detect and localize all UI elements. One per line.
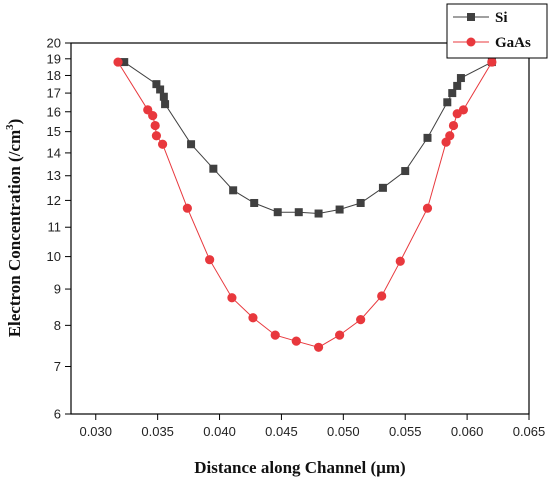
plot-frame [70, 42, 530, 415]
y-tick-label: 11 [48, 220, 62, 235]
data-point-si [423, 133, 432, 142]
x-axis-ticks: 0.030 0.035 0.040 0.045 0.050 0.055 0.060 0.065 [79, 414, 545, 439]
data-point-si [187, 140, 196, 149]
series-layer [113, 57, 497, 352]
data-point-si [156, 85, 165, 94]
y-tick-label: 16 [47, 104, 61, 119]
data-point-gaas [395, 256, 405, 266]
data-point-gaas [291, 336, 301, 346]
data-point-gaas [487, 57, 497, 67]
x-tick-label: 0.030 [79, 424, 112, 439]
data-point-si [209, 164, 218, 173]
data-point-gaas [150, 120, 160, 131]
x-tick-label: 0.045 [265, 424, 298, 439]
y-axis-title-suffix: ) [5, 119, 24, 125]
legend-box [446, 3, 548, 59]
y-tick-label: 12 [47, 193, 61, 208]
data-point-si [448, 89, 457, 98]
y-tick-label: 18 [47, 68, 61, 83]
x-tick-label: 0.040 [203, 424, 236, 439]
y-axis-title-superscript: 3 [4, 124, 16, 130]
data-point-gaas [113, 57, 123, 67]
y-axis-title-main: Electron Concentration (/cm [5, 130, 24, 337]
y-tick-label: 14 [47, 145, 61, 160]
data-point-si [159, 92, 168, 101]
data-point-gaas [458, 105, 468, 115]
series-line-gaas [117, 61, 493, 348]
data-point-si [294, 208, 303, 217]
x-tick-label: 0.035 [141, 424, 174, 439]
data-point-gaas [151, 131, 162, 141]
data-point-si [335, 205, 344, 214]
data-point-gaas [148, 111, 158, 121]
data-point-gaas [227, 293, 237, 303]
data-point-si [314, 209, 323, 218]
legend-gaas-marker [466, 37, 476, 47]
x-axis-title: Distance along Channel (µm) [194, 458, 405, 477]
data-point-gaas [445, 131, 455, 141]
y-tick-label: 10 [47, 249, 61, 264]
data-point-si [378, 183, 387, 192]
data-point-gaas [158, 139, 168, 149]
legend-gaas-label: GaAs [495, 35, 531, 51]
data-point-si [152, 80, 161, 89]
data-point-gaas [448, 120, 459, 131]
x-tick-label: 0.060 [451, 424, 484, 439]
series-line-si [123, 61, 493, 215]
legend-si-label: Si [495, 10, 508, 26]
data-point-si [401, 167, 410, 176]
data-point-gaas [422, 203, 433, 213]
y-tick-label: 7 [54, 359, 61, 374]
legend: Si GaAs [446, 3, 548, 59]
data-point-gaas [356, 315, 366, 325]
data-point-gaas [248, 313, 258, 323]
data-point-gaas [205, 255, 215, 265]
y-tick-label: 8 [54, 318, 61, 333]
data-point-si [273, 208, 282, 217]
y-tick-label: 17 [47, 86, 61, 101]
data-point-gaas [182, 203, 192, 213]
legend-si-marker [467, 13, 475, 21]
y-tick-label: 9 [54, 282, 61, 297]
data-point-gaas [270, 330, 280, 340]
y-axis-title: Electron Concentration (/cm3) [4, 119, 24, 338]
x-tick-label: 0.050 [327, 424, 360, 439]
data-point-si [453, 81, 462, 90]
data-point-si [456, 74, 465, 83]
data-point-gaas [335, 330, 345, 340]
y-tick-label: 13 [47, 168, 61, 183]
data-point-gaas [377, 291, 387, 301]
x-tick-label: 0.055 [389, 424, 422, 439]
x-tick-label: 0.065 [513, 424, 546, 439]
y-tick-label: 15 [47, 124, 61, 139]
data-point-si [356, 198, 365, 207]
data-point-si [250, 198, 259, 207]
y-tick-label: 20 [47, 36, 61, 51]
data-point-si [161, 100, 170, 109]
y-tick-label: 19 [47, 51, 61, 66]
y-tick-label: 6 [54, 407, 61, 422]
data-point-si [443, 98, 452, 107]
data-point-si [120, 58, 129, 67]
data-point-gaas [313, 342, 324, 352]
data-point-si [229, 186, 238, 195]
